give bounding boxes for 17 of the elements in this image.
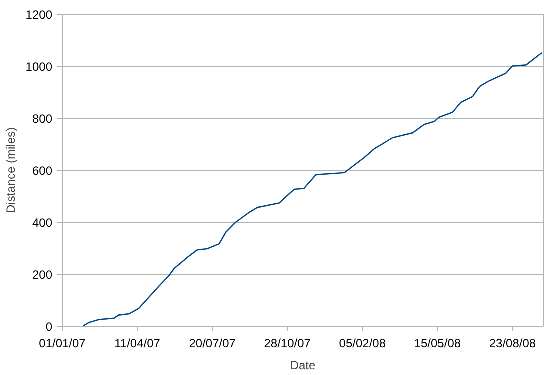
y-axis-title: Distance (miles) <box>4 127 18 214</box>
y-tick-label: 1200 <box>26 8 53 22</box>
x-tick-label: 11/04/07 <box>114 336 161 350</box>
y-tick-label: 200 <box>32 268 53 282</box>
y-tick-label: 600 <box>32 164 53 178</box>
y-tick-label: 0 <box>46 320 53 334</box>
x-tick-label: 05/02/08 <box>339 336 386 350</box>
x-tick-label: 15/05/08 <box>414 336 462 350</box>
x-tick-label: 23/08/08 <box>489 336 536 350</box>
x-tick-label: 28/10/07 <box>264 336 312 350</box>
x-tick-label: 20/07/07 <box>189 336 236 350</box>
line-series <box>82 52 543 326</box>
y-tick-label: 1000 <box>26 60 53 74</box>
y-tick-label: 800 <box>32 112 53 126</box>
x-tick-label: 01/01/07 <box>39 336 86 350</box>
x-axis-title: Date <box>290 358 316 372</box>
y-tick-label: 400 <box>32 216 53 230</box>
